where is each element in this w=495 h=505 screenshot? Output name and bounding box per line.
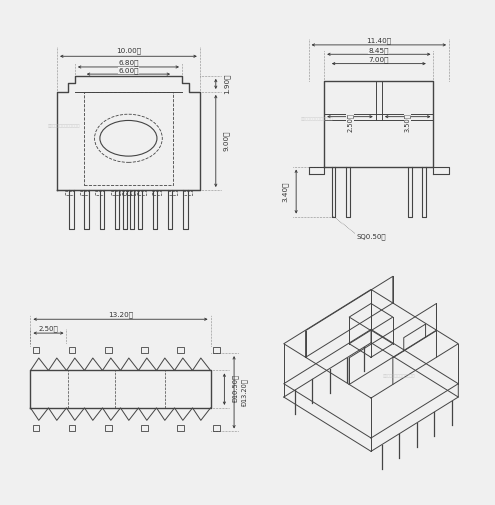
Bar bbox=[177, 347, 184, 353]
Bar bbox=[213, 425, 219, 431]
Text: 3.50Ⓡ: 3.50Ⓡ bbox=[404, 113, 411, 131]
Bar bbox=[141, 347, 148, 353]
Text: Ð10.50Ⓢ: Ð10.50Ⓢ bbox=[232, 375, 239, 403]
Text: Ð13.20Ⓣ: Ð13.20Ⓣ bbox=[242, 379, 248, 407]
Text: 2.50Ⓠ: 2.50Ⓠ bbox=[346, 113, 353, 132]
Text: 9.00ⓔ: 9.00ⓔ bbox=[223, 131, 230, 151]
Text: 11.40Ⓚ: 11.40Ⓚ bbox=[366, 37, 392, 43]
Text: 6.00Ⓒ: 6.00Ⓒ bbox=[118, 67, 139, 74]
Text: 1.90ⓓ: 1.90ⓓ bbox=[223, 74, 230, 94]
Bar bbox=[69, 347, 76, 353]
Text: 10.00Ⓐ: 10.00Ⓐ bbox=[116, 47, 141, 54]
Text: 6.80Ⓑ: 6.80Ⓑ bbox=[118, 59, 139, 66]
Bar bbox=[105, 347, 111, 353]
Bar bbox=[141, 425, 148, 431]
Text: SQ0.50Ⓛ: SQ0.50Ⓛ bbox=[356, 233, 386, 240]
Text: 2.50Ⓝ: 2.50Ⓝ bbox=[39, 325, 58, 332]
Text: 8.45Ⓛ: 8.45Ⓛ bbox=[369, 47, 389, 54]
Bar bbox=[105, 425, 111, 431]
Bar bbox=[33, 425, 40, 431]
Text: 东莓市超祁电子有限公司业务: 东莓市超祁电子有限公司业务 bbox=[301, 117, 333, 121]
Bar bbox=[213, 347, 219, 353]
Text: 3.40ⓕ: 3.40ⓕ bbox=[282, 181, 289, 202]
Bar bbox=[33, 347, 40, 353]
Text: 13.20Ⓜ: 13.20Ⓜ bbox=[108, 311, 133, 318]
Bar bbox=[177, 425, 184, 431]
Text: 东莓市超祁电子有限公司业务: 东莓市超祁电子有限公司业务 bbox=[48, 125, 81, 129]
Text: 东莓市超祁电子有限公司业务: 东莓市超祁电子有限公司业务 bbox=[383, 374, 416, 378]
Text: 7.00Ⓜ: 7.00Ⓜ bbox=[369, 57, 389, 63]
Bar bbox=[69, 425, 76, 431]
